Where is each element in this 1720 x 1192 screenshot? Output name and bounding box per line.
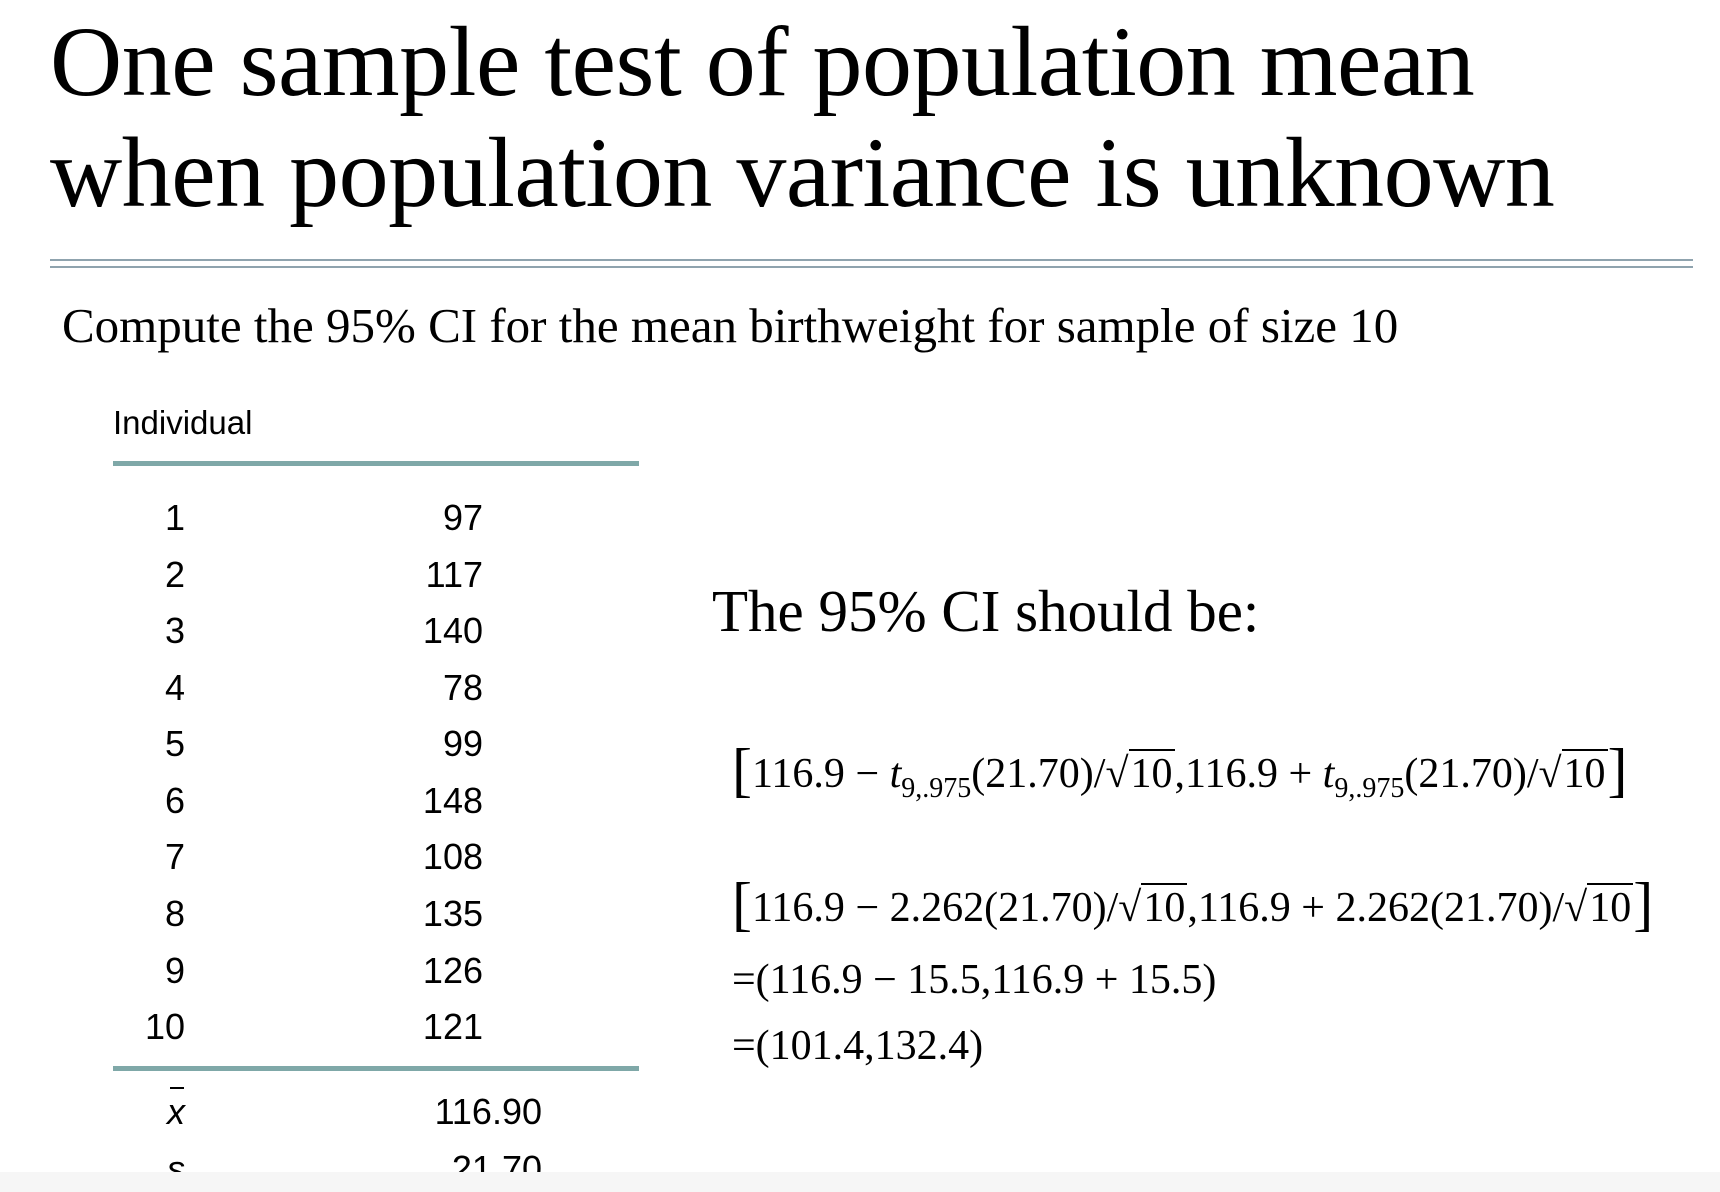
table-header-individual: Individual bbox=[113, 404, 253, 441]
title-divider-top bbox=[50, 259, 1693, 261]
right-bracket: ] bbox=[1633, 871, 1654, 937]
row-id: 5 bbox=[164, 723, 185, 764]
sqrt-sign: √10 bbox=[1564, 883, 1634, 931]
row-value: 117 bbox=[425, 554, 483, 595]
sd-value: (21.70) bbox=[1404, 751, 1527, 797]
xbar-symbol: x bbox=[167, 1087, 185, 1132]
summary-symbol-mean: x bbox=[80, 1087, 185, 1134]
row-value: 99 bbox=[442, 723, 483, 764]
row-value: 97 bbox=[442, 497, 483, 538]
row-value: 126 bbox=[422, 950, 483, 991]
row-id: 10 bbox=[144, 1006, 185, 1047]
mean-value: 116.9 bbox=[751, 751, 845, 797]
row-id: 4 bbox=[164, 667, 185, 708]
t-symbol: t bbox=[1322, 751, 1335, 797]
t-value: 2.262 bbox=[889, 885, 985, 931]
ci-heading: The 95% CI should be: bbox=[712, 578, 1260, 644]
bottom-strip bbox=[0, 1172, 1720, 1192]
sqrt-sign: √10 bbox=[1118, 883, 1188, 931]
slide-title: One sample test of population mean when … bbox=[50, 6, 1710, 228]
row-id: 8 bbox=[164, 893, 185, 934]
sqrt-sign: √10 bbox=[1538, 749, 1608, 797]
sample-size: 10 bbox=[1587, 883, 1634, 931]
row-value: 148 bbox=[422, 780, 483, 821]
sd-value: (21.70) bbox=[971, 751, 1094, 797]
summary-value-mean: 116.90 bbox=[434, 1091, 542, 1132]
row-id: 6 bbox=[164, 780, 185, 821]
mean-value: 116.9 bbox=[751, 885, 845, 931]
ci-result: =(101.4,132.4) bbox=[732, 1023, 984, 1069]
right-bracket: ] bbox=[1607, 737, 1628, 803]
sqrt-sign: √10 bbox=[1105, 749, 1175, 797]
title-line-1: One sample test of population mean bbox=[50, 6, 1475, 117]
row-value: 78 bbox=[442, 667, 483, 708]
table-header-rule bbox=[113, 461, 639, 466]
table-summary-rule bbox=[113, 1066, 639, 1071]
sample-size: 10 bbox=[1561, 749, 1608, 797]
row-id: 9 bbox=[164, 950, 185, 991]
ci-formula-symbolic: [116.9 − t9,.975(21.70)/√10,116.9 + t9,.… bbox=[732, 737, 1628, 804]
t-value: 2.262 bbox=[1335, 885, 1430, 931]
row-id: 1 bbox=[164, 497, 185, 538]
t-subscript: 9,.975 bbox=[901, 773, 972, 804]
row-value: 135 bbox=[422, 893, 483, 934]
row-value: 140 bbox=[422, 610, 483, 651]
row-value: 121 bbox=[422, 1006, 483, 1047]
sample-size: 10 bbox=[1128, 749, 1175, 797]
row-value: 108 bbox=[422, 836, 483, 877]
sd-value: (21.70) bbox=[1429, 885, 1553, 931]
t-subscript: 9,.975 bbox=[1334, 773, 1405, 804]
left-bracket: [ bbox=[732, 871, 752, 937]
ci-formula-numeric: [116.9 − 2.262(21.70)/√10,116.9 + 2.262(… bbox=[732, 871, 1654, 937]
mean-value: 116.9 bbox=[1185, 751, 1278, 797]
row-id: 2 bbox=[164, 554, 185, 595]
slide-subtitle: Compute the 95% CI for the mean birthwei… bbox=[62, 298, 1399, 353]
ci-formula-simplified: =(116.9 − 15.5,116.9 + 15.5) bbox=[732, 957, 1217, 1003]
left-bracket: [ bbox=[732, 737, 752, 803]
row-id: 3 bbox=[164, 610, 185, 651]
row-id: 7 bbox=[164, 836, 185, 877]
title-divider-bottom bbox=[50, 266, 1693, 268]
title-line-2: when population variance is unknown bbox=[50, 117, 1555, 228]
t-symbol: t bbox=[889, 751, 902, 797]
sample-size: 10 bbox=[1141, 883, 1188, 931]
mean-value: 116.9 bbox=[1197, 885, 1291, 931]
sd-value: (21.70) bbox=[984, 885, 1107, 931]
